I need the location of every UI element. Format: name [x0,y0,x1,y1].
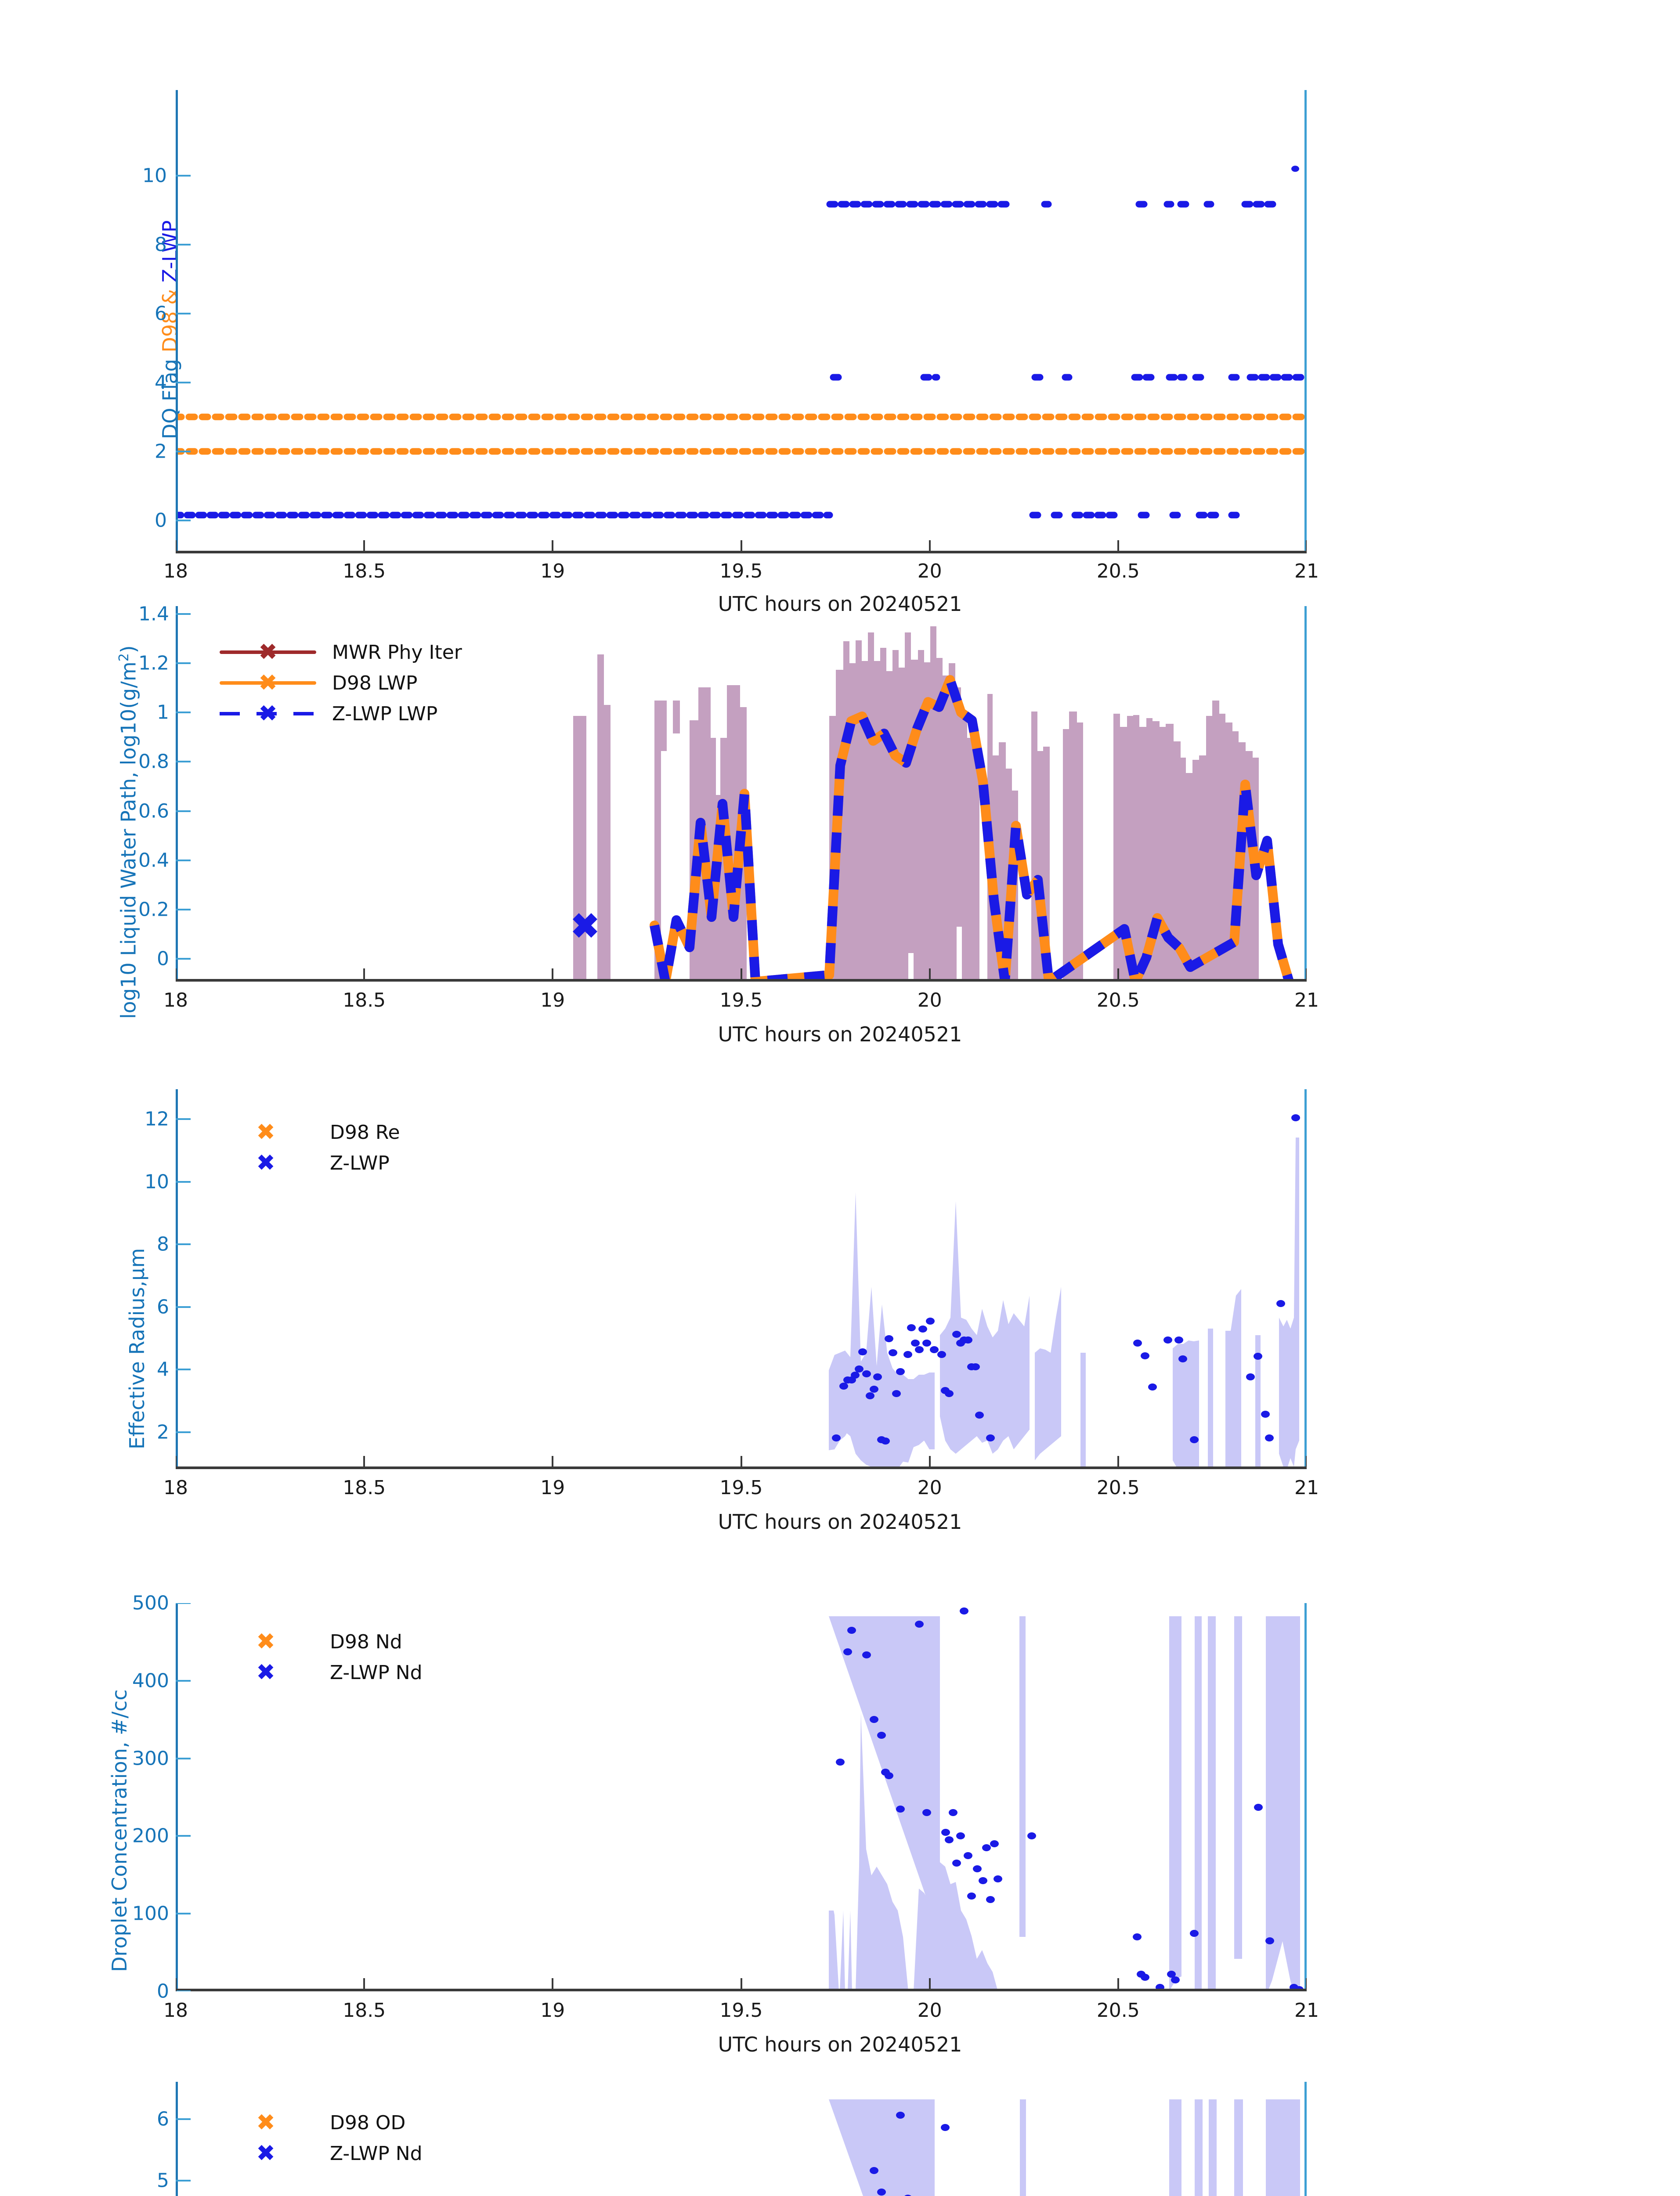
panel-optical-depth-right-spine [1304,2082,1307,2196]
legend-label-zlwp-nd: Z-LWP Nd [330,1661,423,1684]
legend-marker-d98-od: ✖ [256,2109,275,2136]
legend-item-d98-nd[interactable]: ✖ D98 Nd [217,1629,423,1655]
legend-swatch-zlwp-lwp: ✖ [220,702,316,725]
panel-optical-depth-legend: ✖ D98 OD ✖ Z-LWP Nd [217,2109,423,2171]
panel-dq-flag-left-spine [176,90,178,553]
zlwp-re-points [832,1114,1300,1445]
panel-dq-flag-xlabel: UTC hours on 20240521 [718,592,962,616]
panel-optical-depth-left-spine [176,2082,178,2196]
panel-lwp-right-spine [1304,606,1307,982]
panel-lwp-xticks: 18 18.5 19 19.5 20 20.5 21 [163,989,1319,1011]
panel-lwp-plot [176,606,1307,982]
panel-effective-radius-xlabel: UTC hours on 20240521 [718,1510,962,1534]
panel-effective-radius-right-spine [1304,1089,1307,1469]
legend-label-mwr: MWR Phy Iter [332,641,462,664]
panel-lwp: log10 Liquid Water Path, log10(g/m2) 1.4… [0,603,1680,1063]
legend-marker-zlwp-re: ✖ [256,1150,275,1176]
panel-lwp-legend: ✖ MWR Phy Iter ✖ D98 LWP ✖ Z-LWP LWP [220,639,462,731]
panel-dq-flag-plot [176,90,1307,553]
zlwp-nd-points [836,1607,1304,1991]
panel-lwp-left-spine [176,606,178,982]
panel-effective-radius: Effective Radius,μm 12 10 8 6 4 2 [0,1085,1680,1555]
legend-marker-zlwp-nd: ✖ [256,1659,275,1686]
panel-effective-radius-left-spine [176,1089,178,1469]
legend-label-zlwp-od: Z-LWP Nd [330,2142,423,2165]
panel-droplet-concentration-data [829,1607,1304,1991]
legend-item-zlwp-lwp[interactable]: ✖ Z-LWP LWP [220,701,462,727]
panel-dq-flag-xticks: 18 18.5 19 19.5 20 20.5 21 [163,560,1319,582]
legend-item-zlwp-nd[interactable]: ✖ Z-LWP Nd [217,1659,423,1686]
zlwp-od-points [870,2112,950,2196]
legend-marker-d98-nd: ✖ [256,1629,275,1655]
legend-item-zlwp-od[interactable]: ✖ Z-LWP Nd [217,2140,423,2167]
legend-item-d98-od[interactable]: ✖ D98 OD [217,2109,423,2136]
panel-effective-radius-data [829,1114,1300,1469]
legend-label-d98-od: D98 OD [330,2111,406,2134]
legend-label-zlwp-re: Z-LWP [330,1152,390,1174]
panel-droplet-concentration-yticks: 500 400 300 200 100 0 [132,1592,169,2003]
panel-lwp-data [573,626,1294,982]
panel-optical-depth-plot [176,2082,1307,2196]
panel-droplet-concentration: Droplet Concentration, #/cc 500 400 300 … [0,1572,1680,2057]
panel-droplet-concentration-xticks: 18 18.5 19 19.5 20 20.5 21 [163,1999,1319,2022]
panel-lwp-xlabel: UTC hours on 20240521 [718,1022,962,1046]
panel-droplet-concentration-left-spine [176,1603,178,1991]
zlwp-lone-marker [573,913,597,938]
legend-item-zlwp-re[interactable]: ✖ Z-LWP [217,1150,400,1176]
legend-swatch-mwr: ✖ [220,641,316,664]
panel-droplet-concentration-plot [176,1603,1307,1991]
panel-effective-radius-legend: ✖ D98 Re ✖ Z-LWP [217,1119,400,1181]
legend-item-mwr-phy-iter[interactable]: ✖ MWR Phy Iter [220,639,462,665]
panel-effective-radius-plot [176,1089,1307,1469]
panel-dq-flag: DQ Flag D98 & Z-LWP 10 8 6 4 2 0 [0,0,1680,616]
panel-droplet-concentration-legend: ✖ D98 Nd ✖ Z-LWP Nd [217,1629,423,1690]
panel-dq-flag-yticks: 10 8 6 4 2 0 [142,164,167,532]
zlwp-lwp-line [650,675,1294,982]
panel-droplet-concentration-xlabel: UTC hours on 20240521 [718,2033,962,2056]
legend-label-zlwp-lwp: Z-LWP LWP [332,702,438,725]
panel-effective-radius-yticks: 12 10 8 6 4 2 [145,1108,169,1444]
legend-swatch-d98-lwp: ✖ [220,672,316,694]
panel-dq-flag-right-spine [1304,90,1307,553]
legend-item-d98-re[interactable]: ✖ D98 Re [217,1119,400,1145]
legend-label-d98-re: D98 Re [330,1121,400,1144]
legend-marker-zlwp-od: ✖ [256,2140,275,2167]
legend-item-d98-lwp[interactable]: ✖ D98 LWP [220,670,462,696]
panel-droplet-concentration-right-spine [1304,1603,1307,1991]
panel-dq-flag-data [176,166,1307,519]
panel-effective-radius-xticks: 18 18.5 19 19.5 20 20.5 21 [163,1477,1319,1499]
legend-label-d98-nd: D98 Nd [330,1630,402,1653]
legend-marker-d98-re: ✖ [256,1119,275,1145]
panel-optical-depth: Optical Depth 6 5 4 3 2 1 0 [0,2075,1680,2196]
panel-lwp-yticks: 1.4 1.2 1 0.8 0.6 0.4 0.2 0 [138,603,169,970]
legend-label-d98-lwp: D98 LWP [332,672,418,694]
panel-optical-depth-yticks: 6 5 4 3 2 1 0 [157,2108,169,2192]
panel-optical-depth-data [829,2099,1300,2196]
